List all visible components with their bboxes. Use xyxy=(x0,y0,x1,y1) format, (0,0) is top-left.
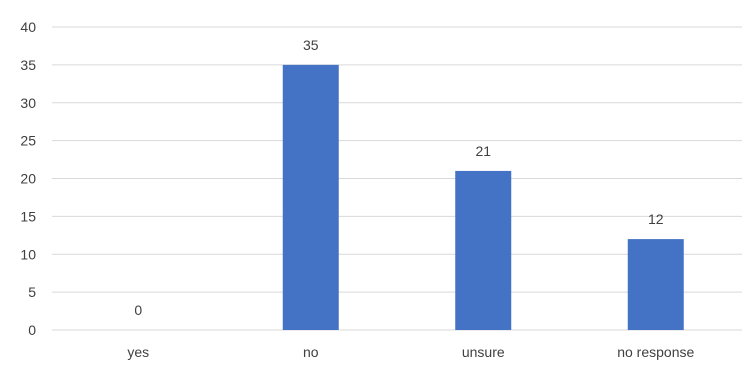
y-tick-label: 25 xyxy=(20,133,36,149)
bars xyxy=(282,64,684,330)
y-tick-label: 30 xyxy=(20,95,36,111)
data-labels: 0 35 21 12 xyxy=(134,37,663,318)
bar-unsure xyxy=(455,170,512,330)
data-label: 35 xyxy=(303,37,319,53)
x-tick-label: yes xyxy=(127,344,149,360)
y-tick-label: 0 xyxy=(28,322,36,338)
y-tick-label: 35 xyxy=(20,57,36,73)
x-tick-label: no xyxy=(303,344,319,360)
y-tick-label: 40 xyxy=(20,19,36,35)
data-label: 12 xyxy=(648,211,664,227)
x-axis-ticks: yes no unsure no response xyxy=(127,344,694,360)
x-tick-label: no response xyxy=(617,344,694,360)
x-tick-label: unsure xyxy=(462,344,505,360)
gridlines xyxy=(52,26,742,331)
data-label: 21 xyxy=(475,143,491,159)
y-tick-label: 10 xyxy=(20,246,36,262)
y-tick-label: 15 xyxy=(20,208,36,224)
y-tick-label: 20 xyxy=(20,171,36,187)
y-tick-label: 5 xyxy=(28,284,36,300)
bar-no xyxy=(282,64,339,330)
y-axis-ticks: 0 5 10 15 20 25 30 35 40 xyxy=(20,19,36,338)
data-label: 0 xyxy=(134,302,142,318)
bar-no-response xyxy=(627,239,684,330)
